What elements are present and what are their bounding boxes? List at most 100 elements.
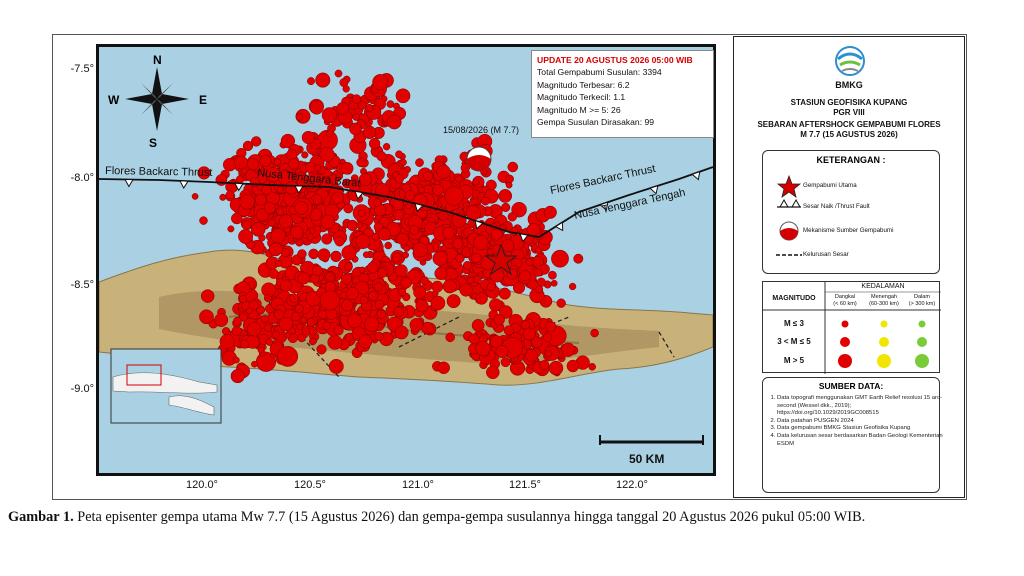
aftershock-point [327,334,343,350]
aftershock-point [375,182,390,198]
aftershock-point [200,289,215,303]
aftershock-point [373,282,383,292]
aftershock-point [233,316,242,326]
aftershock-point [533,267,543,277]
aftershock-point [442,226,456,240]
figure-caption: Gambar 1. Peta episenter gempa utama Mw … [8,508,1016,527]
aftershock-point [403,244,411,252]
depth-magnitude-dot [841,320,849,328]
aftershock-point [241,219,252,230]
aftershock-point [543,332,553,342]
scale-bar [599,435,704,445]
aftershock-point [336,102,349,115]
aftershock-point [398,288,407,297]
aftershock-point [420,276,429,285]
aftershock-point [503,325,514,336]
aftershock-point [321,233,333,245]
aftershock-point [377,227,391,241]
aftershock-point [275,259,283,267]
aftershock-point [394,264,408,278]
depth-col-mid: Menengah [871,294,897,300]
aftershock-point [297,333,306,343]
aftershock-point [248,300,259,311]
thrust-tooth [234,182,244,192]
aftershock-point [239,194,255,210]
aftershock-point [395,150,403,159]
aftershock-point [415,158,424,167]
aftershock-point [289,293,299,304]
aftershock-point [239,295,247,303]
depth-col-deep: Dalam [914,294,930,300]
aftershock-point [368,290,379,301]
thrust-tooth [354,190,364,200]
aftershock-point [349,122,362,136]
info-line: Magnitudo Terbesar: 6.2 [537,79,630,90]
aftershock-point [475,341,491,357]
aftershock-point [300,316,308,324]
aftershock-point [230,369,245,384]
aftershock-point [358,173,372,186]
aftershock-point [436,164,451,179]
aftershock-point [294,201,309,215]
aftershock-point [251,136,262,147]
aftershock-point [319,290,340,311]
aftershock-point [255,194,267,206]
aftershock-point [280,133,296,149]
aftershock-point [313,164,322,172]
mag-row-small: M ≤ 3 [784,319,804,328]
aftershock-point [393,209,405,221]
aftershock-point [291,311,301,322]
aftershock-point [519,270,531,282]
aftershock-point [455,175,463,183]
fault-lineament [658,331,675,358]
lon-label: 120.5° [294,479,326,491]
aftershock-point [295,304,304,313]
aftershock-point [418,186,425,194]
aftershock-point [333,325,344,336]
legend-keterangan: KETERANGAN : Gempabumi Utama Sesar Naik … [762,150,940,274]
aftershock-point [548,360,564,376]
aftershock-point [493,314,505,326]
aftershock-point [274,309,285,320]
aftershock-point [486,282,496,292]
aftershock-point [396,232,409,245]
aftershock-point [270,228,286,244]
aftershock-point [351,94,362,104]
aftershock-point [306,233,314,241]
depth-magnitude-dot [879,337,889,347]
aftershock-point [495,345,509,358]
aftershock-point [362,251,370,259]
aftershock-point [261,184,272,195]
aftershock-point [432,184,444,196]
aftershock-point [319,146,335,162]
thrust-tooth [519,233,529,243]
aftershock-point [311,265,323,276]
lon-label: 121.5° [509,479,541,491]
aftershock-point [284,331,292,339]
aftershock-point [374,331,384,341]
compass-east: E [199,93,207,107]
aftershock-point [475,292,488,305]
aftershock-point [566,359,580,373]
legend-star-icon [776,174,802,198]
source-item: Data kelurusan sesar berdasarkan Badan G… [777,433,947,448]
aftershock-point [347,313,362,329]
aftershock-point [355,233,371,250]
aftershock-point [545,321,557,333]
aftershock-point [394,174,404,184]
epicenter-map: N S E W Flores Backarc Thrust Nusa Tengg… [99,53,713,466]
aftershock-point [334,236,345,247]
depth-dots [838,320,929,368]
aftershock-point [412,242,428,258]
lat-label: -9.0° [70,383,94,395]
aftershock-point [219,334,235,349]
aftershock-point [260,314,269,323]
aftershock-point [486,248,494,256]
aftershock-point [556,298,566,308]
aftershock-point [365,103,374,113]
aftershock-point [352,113,360,121]
lon-label: 122.0° [616,479,648,491]
station-name: STASIUN GEOFISIKA KUPANG [790,98,908,107]
source-item: Data topografi menggunakan GMT Earth Rel… [777,395,947,418]
depth-col-shallow: Dangkal [834,294,856,300]
